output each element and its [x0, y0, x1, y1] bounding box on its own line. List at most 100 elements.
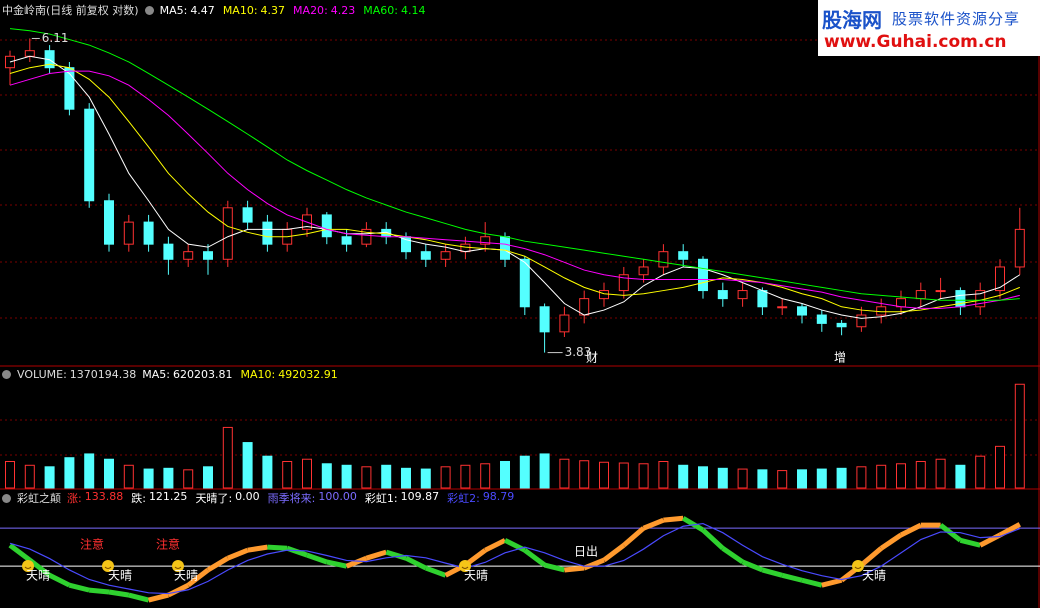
legend-name: MA20 [293, 4, 328, 17]
chart-title: 彩虹之颠 [17, 492, 61, 505]
indicator-header: 彩虹之颠 涨133.88跌121.25天晴了0.00雨季将来100.00彩虹11… [2, 490, 514, 506]
volume-bar [737, 468, 748, 489]
rainbow-segment [663, 515, 684, 523]
candle-body [816, 314, 827, 324]
ma-line [9, 70, 1020, 309]
candle-body [836, 322, 847, 328]
legend-item: MA54.47 [160, 4, 215, 17]
candle-body [440, 251, 451, 260]
candle-body [579, 298, 590, 316]
candle-body [678, 251, 689, 260]
ma-line [9, 63, 1020, 313]
smiley [852, 560, 864, 572]
rainbow-segment [998, 522, 1021, 538]
candle-body [104, 200, 114, 245]
rainbow-line [9, 522, 1021, 595]
rainbow-segment [681, 516, 705, 533]
volume-bar [579, 460, 590, 489]
ma-line [9, 28, 1020, 301]
candle-body [500, 236, 510, 260]
annotation: 日出 [574, 545, 598, 559]
smiley [459, 560, 471, 572]
annotation: 财 [586, 351, 598, 365]
volume-bar [163, 467, 174, 489]
smiley-face [104, 566, 112, 569]
legend-value: 4.47 [190, 3, 215, 17]
legend-item: MA104.37 [223, 4, 285, 17]
volume-bar [618, 462, 629, 489]
slogan: 股票软件资源分享 [892, 10, 1021, 28]
high-label: 6.11 [42, 31, 69, 45]
legend-value: 0.00 [235, 490, 260, 503]
rainbow-segment [267, 544, 288, 551]
candle-body [341, 236, 352, 245]
volume-header: VOLUME1370194.38 MA5620203.81 MA10492032.… [2, 368, 338, 381]
smiley-face [174, 566, 182, 569]
annotation: 天晴 [464, 569, 488, 583]
volume-bar [401, 467, 411, 489]
candle-body [698, 258, 708, 292]
volume-bar [480, 463, 491, 489]
legend-value: 620203.81 [173, 368, 233, 381]
rainbow-segment [226, 547, 249, 561]
candle-body [183, 251, 194, 260]
volume-bar [539, 453, 550, 489]
value: 1370194.38 [69, 368, 137, 381]
candle-body [24, 50, 35, 57]
rainbow-segment [701, 528, 725, 551]
chart-title: 中金岭南(日线 前复权 对数) [2, 4, 139, 17]
candle-body [123, 221, 134, 245]
legend-name: 彩虹2 [447, 490, 480, 506]
volume-bar [1014, 383, 1025, 489]
candle-body [242, 207, 253, 223]
legend-name: MA60 [363, 4, 398, 17]
legend-item: 跌121.25 [131, 490, 187, 506]
rainbow-segment [781, 572, 803, 583]
rainbow-segment [761, 567, 783, 578]
rainbow-segment [721, 546, 745, 565]
volume-bar [559, 458, 570, 489]
candle-body [658, 251, 669, 268]
candle-body [876, 306, 887, 316]
legend-value: 98.79 [482, 490, 515, 503]
legend-item: MA604.14 [363, 4, 425, 17]
volume-bar [361, 466, 372, 489]
rainbow-segment [306, 552, 328, 565]
volume-bar [955, 464, 966, 489]
legend-value: 100.00 [318, 490, 357, 503]
candle-body [163, 243, 174, 260]
rainbow-segment [108, 589, 130, 598]
volume-bar [24, 464, 35, 489]
volume-bar [975, 455, 986, 489]
watermark: 股海网 股票软件资源分享 www.Guhai.com.cn [818, 0, 1040, 56]
candle-body [480, 236, 491, 245]
candle-body [539, 306, 550, 333]
annotation: 注意 [156, 537, 180, 552]
legend-item: MA5620203.81 [142, 368, 232, 381]
rainbow-segment [8, 543, 32, 563]
rainbow-segment [385, 549, 407, 561]
rainbow-segment [801, 577, 823, 588]
volume-bar [638, 463, 649, 489]
volume-bar [143, 468, 154, 489]
rainbow-segment [326, 559, 348, 569]
volume-bar [123, 464, 134, 489]
volume-bar [282, 461, 293, 489]
volume-bar [856, 466, 867, 489]
legend-item: MA10492032.91 [241, 368, 338, 381]
chart-title: VOLUME [17, 368, 67, 381]
rainbow-segment [583, 557, 605, 571]
rainbow-segment [821, 577, 843, 588]
rainbow-segment [147, 592, 170, 603]
annotation: 天晴 [26, 569, 50, 583]
legend-item: 彩虹298.79 [447, 490, 514, 506]
candle-body [638, 266, 649, 276]
candle-body [143, 221, 154, 245]
rainbow-segment [959, 537, 981, 548]
annotation: 注意 [80, 537, 104, 552]
rainbow-segment [206, 556, 230, 573]
ma-line [9, 55, 1021, 319]
candle-body [995, 266, 1005, 292]
annotation: 天晴 [108, 569, 132, 583]
rainbow-segment [247, 544, 268, 553]
